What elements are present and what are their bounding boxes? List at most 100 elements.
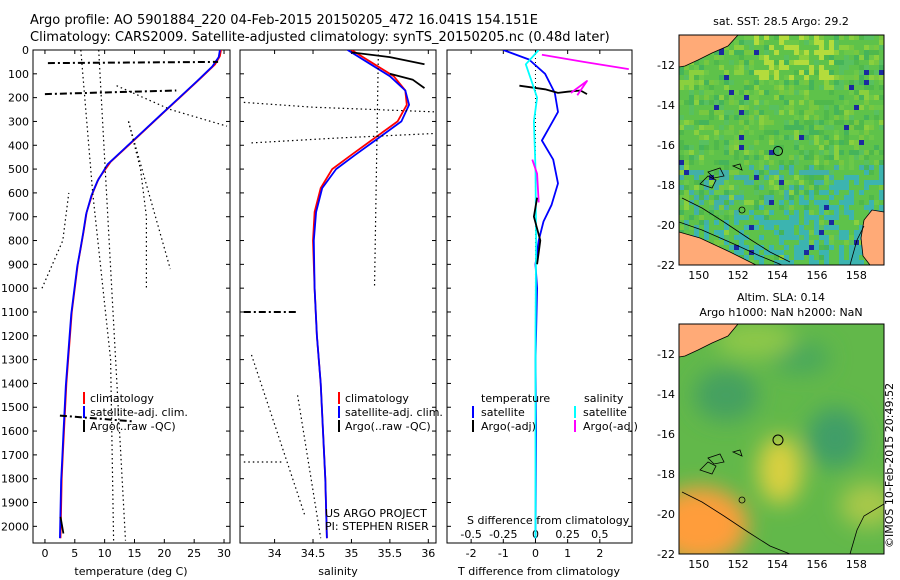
sst-cell <box>814 100 819 105</box>
sst-cell <box>819 210 824 215</box>
sst-cell <box>689 85 694 90</box>
sst-cell <box>724 150 729 155</box>
sst-cell <box>724 160 729 165</box>
sst-cell <box>759 220 764 225</box>
sst-cell <box>814 70 819 75</box>
sst-cell <box>769 220 774 225</box>
sst-cell <box>764 195 769 200</box>
temperature-series-line <box>47 60 219 65</box>
y-tick-label: 1100 <box>1 306 29 319</box>
sst-cell <box>829 180 834 185</box>
x-tick-label: -2 <box>466 547 477 560</box>
sst-cell <box>839 180 844 185</box>
sst-cell <box>869 135 874 140</box>
sst-cell <box>784 35 789 40</box>
sst-cell <box>869 200 874 205</box>
sst-cell <box>679 100 684 105</box>
sst-cell <box>739 190 744 195</box>
sst-cell <box>689 120 694 125</box>
sst-cell <box>869 50 874 55</box>
sst-cell <box>729 200 734 205</box>
sst-cell <box>764 60 769 65</box>
sst-cell <box>734 100 739 105</box>
sst-cell <box>794 40 799 45</box>
sst-cell <box>849 195 854 200</box>
sst-cell <box>784 80 789 85</box>
sst-cell <box>699 65 704 70</box>
sst-cell <box>854 75 859 80</box>
sst-cell <box>859 95 864 100</box>
sst-cell <box>699 215 704 220</box>
sst-cell <box>714 145 719 150</box>
temperature-series-line <box>116 85 228 127</box>
sst-cell <box>829 155 834 160</box>
sst-cell <box>804 245 809 250</box>
sst-cell <box>759 195 764 200</box>
sst-cell <box>824 250 829 255</box>
sst-cell <box>834 60 839 65</box>
sst-cell <box>739 120 744 125</box>
sst-cell <box>779 40 784 45</box>
sst-cell <box>744 235 749 240</box>
y-tick-label: 600 <box>8 187 29 200</box>
sst-cell <box>849 190 854 195</box>
sst-cell <box>809 105 814 110</box>
sst-cell <box>809 180 814 185</box>
sst-reef-dot <box>738 206 746 214</box>
sst-cell <box>729 245 734 250</box>
sst-cell <box>864 130 869 135</box>
sst-map-frame <box>678 34 885 266</box>
sst-cell <box>819 165 824 170</box>
sst-cell <box>834 40 839 45</box>
sst-cell <box>724 220 729 225</box>
sst-cell <box>694 170 699 175</box>
sst-cell <box>859 245 864 250</box>
sst-cell <box>799 180 804 185</box>
sst-cell <box>779 110 784 115</box>
sst-cell <box>724 240 729 245</box>
sst-cell <box>769 120 774 125</box>
sst-cell <box>839 230 844 235</box>
x-tick-label: 5 <box>71 547 78 560</box>
sst-cell <box>684 65 689 70</box>
sst-cell <box>874 75 879 80</box>
sst-cell <box>814 35 819 40</box>
sst-cell <box>734 45 739 50</box>
sst-cell <box>839 105 844 110</box>
figure-title-line1: Argo profile: AO 5901884_220 04-Feb-2015… <box>30 13 538 28</box>
sst-cell <box>809 150 814 155</box>
sst-cell <box>759 120 764 125</box>
sst-cell <box>764 75 769 80</box>
sst-cell <box>824 50 829 55</box>
legend-climatology-label: climatology <box>90 392 154 405</box>
sst-cell <box>714 220 719 225</box>
sst-cell <box>824 105 829 110</box>
sst-cell <box>844 210 849 215</box>
map-y-tick-label: -22 <box>657 259 675 272</box>
sst-cell <box>864 45 869 50</box>
sst-cell <box>759 40 764 45</box>
sst-cell <box>809 65 814 70</box>
sst-cell <box>809 120 814 125</box>
sst-cell <box>819 120 824 125</box>
sst-cell <box>779 135 784 140</box>
sst-cell <box>779 160 784 165</box>
map-x-tick-label: 150 <box>688 269 709 282</box>
sst-cell <box>684 75 689 80</box>
sst-cell <box>724 185 729 190</box>
sst-cell <box>719 190 724 195</box>
sst-cell <box>724 95 729 100</box>
map-y-tick-label: -16 <box>657 139 675 152</box>
sst-cell <box>754 225 759 230</box>
sst-cell <box>849 85 854 90</box>
sst-cell <box>854 150 859 155</box>
sst-cell <box>704 195 709 200</box>
sst-cell <box>844 230 849 235</box>
sst-cell <box>879 95 884 100</box>
sst-cell <box>684 205 689 210</box>
sst-cell <box>709 125 714 130</box>
sst-cell <box>849 245 854 250</box>
sst-cell <box>679 170 684 175</box>
sst-cell <box>774 150 779 155</box>
y-tick-label: 800 <box>8 235 29 248</box>
